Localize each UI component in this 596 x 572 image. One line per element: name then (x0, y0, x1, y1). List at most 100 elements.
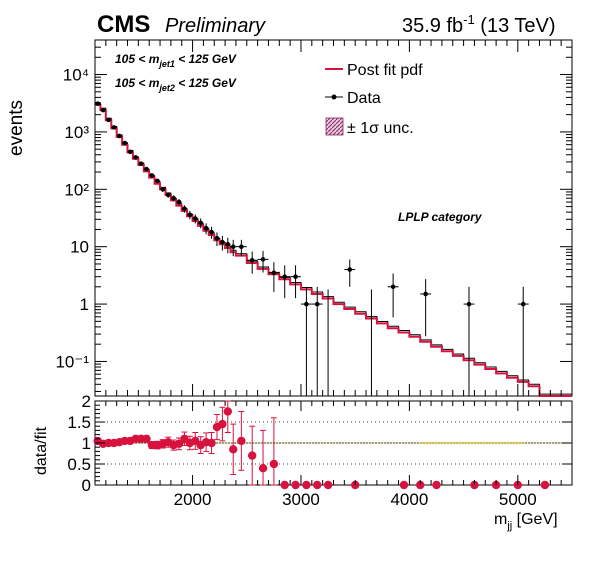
data-marker (423, 292, 428, 297)
legend: Post fit pdf Data ± 1σ unc. (325, 62, 423, 137)
data-marker (391, 284, 396, 289)
cut-label-jet2: 105 < mjet2 < 125 GeV (115, 76, 237, 93)
cut2-text: 105 < m (115, 76, 160, 90)
data-marker (193, 216, 198, 221)
ratio-marker (224, 407, 232, 415)
data-point (312, 287, 323, 396)
fit-series-group (95, 103, 572, 396)
cut1-text: 105 < m (115, 52, 160, 66)
ratio-y-tick-label: 0 (82, 476, 91, 495)
ratio-x-axis: 2000 3000 4000 5000 (106, 401, 561, 509)
ratio-marker (270, 460, 278, 468)
legend-data-label: Data (347, 90, 381, 107)
data-marker (188, 212, 193, 217)
cut2-sub: jet2 (158, 83, 175, 93)
ratio-marker (259, 464, 267, 472)
ratio-point (248, 426, 256, 485)
ratio-point (400, 481, 408, 489)
cut1-sub: jet1 (158, 59, 175, 69)
data-marker (182, 206, 187, 211)
data-marker (128, 150, 133, 155)
ratio-marker (281, 481, 289, 489)
data-point (388, 273, 399, 317)
main-y-tick-label: 1 (80, 295, 89, 314)
ratio-point (281, 481, 289, 489)
ratio-y-axis-title: data/fit (33, 426, 50, 475)
ratio-x-tick-label: 3000 (282, 490, 320, 509)
ratio-uncertainty-band (420, 442, 523, 445)
legend-data-swatch-marker (332, 95, 337, 100)
data-marker (95, 101, 100, 106)
data-marker (150, 173, 155, 178)
ratio-marker (541, 481, 549, 489)
data-point (301, 287, 312, 396)
ratio-point (237, 412, 245, 471)
ratio-point (324, 481, 332, 489)
main-y-tick-label: 10² (64, 180, 89, 199)
ratio-marker (400, 481, 408, 489)
ratio-marker (313, 481, 321, 489)
lumi-exponent: -1 (463, 12, 475, 27)
data-marker (231, 244, 236, 249)
data-marker (166, 193, 171, 198)
background-step-line (95, 103, 572, 395)
main-y-axis-title: events (6, 100, 27, 156)
data-marker (347, 267, 352, 272)
data-marker (144, 167, 149, 172)
data-marker (226, 242, 231, 247)
ratio-x-tick-label: 5000 (499, 490, 537, 509)
data-point (420, 279, 431, 336)
ratio-marker (302, 481, 310, 489)
ratio-y-tick-label: 0.5 (67, 455, 91, 474)
data-marker (315, 302, 320, 307)
ratio-point (270, 418, 278, 485)
lumi-prefix: 35.9 fb (402, 15, 463, 37)
main-y-tick-label: 10 (70, 238, 89, 257)
x-axis-title-unit: [GeV] (512, 511, 557, 528)
data-marker (272, 271, 277, 276)
data-marker (171, 196, 176, 201)
ratio-y-tick-label: 2 (82, 392, 91, 411)
data-marker (467, 302, 472, 307)
ratio-series-group (94, 401, 550, 489)
data-marker (101, 108, 106, 113)
ratio-marker (229, 445, 237, 453)
ratio-x-tick-label: 4000 (390, 490, 428, 509)
cut-label-jet1: 105 < mjet1 < 125 GeV (115, 52, 237, 69)
ratio-point (259, 430, 267, 485)
data-marker (139, 161, 144, 166)
data-marker (160, 187, 165, 192)
data-marker (304, 302, 309, 307)
data-marker (250, 258, 255, 263)
x-axis-title-main: m (494, 511, 507, 528)
data-marker (215, 236, 220, 241)
ratio-point (432, 481, 440, 489)
data-marker (133, 155, 138, 160)
ratio-point (207, 433, 215, 454)
data-point (344, 259, 355, 286)
main-plot-frame (95, 40, 572, 396)
data-marker (261, 257, 266, 262)
ratio-point (302, 481, 310, 489)
data-series-group (95, 101, 529, 396)
legend-fit-label: Post fit pdf (347, 62, 423, 79)
cut2-tail: < 125 GeV (175, 76, 237, 90)
ratio-point (313, 481, 321, 489)
main-y-axis: 10⁻¹11010²10³10⁴ (55, 40, 572, 391)
ratio-marker (237, 437, 245, 445)
ratio-point (291, 481, 299, 489)
ratio-band-region (420, 442, 523, 445)
data-marker (155, 179, 160, 184)
ratio-y-tick-label: 1.5 (67, 413, 91, 432)
data-point (290, 265, 301, 298)
main-y-tick-label: 10⁻¹ (55, 352, 89, 371)
ratio-y-tick-label: 1 (82, 434, 91, 453)
data-marker (209, 230, 214, 235)
data-marker (204, 226, 209, 231)
data-marker (282, 274, 287, 279)
cut1-tail: < 125 GeV (175, 52, 237, 66)
data-marker (293, 274, 298, 279)
ratio-marker (432, 481, 440, 489)
ratio-x-tick-label: 2000 (174, 490, 212, 509)
